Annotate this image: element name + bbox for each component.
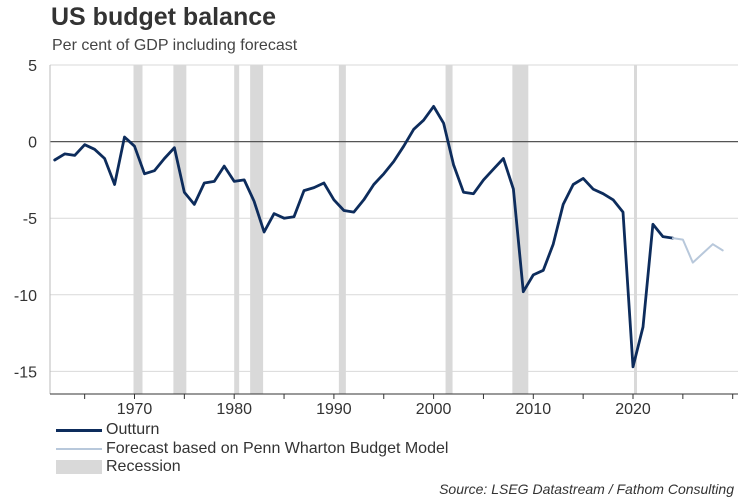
gridlines	[50, 64, 738, 372]
legend: Outturn Forecast based on Penn Wharton B…	[56, 421, 448, 477]
recession-band	[234, 65, 240, 394]
axes: 5 0 -5 -10 -15 1970 1980 1990 2000 2010 2020	[14, 58, 738, 418]
recession-band	[173, 65, 187, 394]
x-tick-label: 1990	[316, 401, 352, 418]
recession-bands	[133, 65, 637, 394]
recession-band	[338, 65, 346, 394]
chart-title: US budget balance	[51, 3, 277, 31]
x-tick-label: 1970	[117, 401, 153, 418]
source-note: Source: LSEG Datastream / Fathom Consult…	[439, 481, 734, 497]
y-tick-label: -10	[14, 288, 37, 305]
outturn-line	[53, 105, 675, 369]
x-tick-label: 2010	[516, 401, 552, 418]
y-tick-label: 5	[28, 58, 37, 75]
legend-item-outturn: Outturn	[56, 421, 448, 440]
y-tick-label: -5	[23, 211, 37, 228]
x-tick-label: 2020	[615, 401, 651, 418]
recession-band	[633, 65, 637, 394]
y-tick-label: -15	[14, 364, 37, 381]
recession-swatch	[56, 460, 102, 475]
legend-label-outturn: Outturn	[106, 421, 160, 439]
recession-band	[512, 65, 529, 394]
y-tick-label: 0	[28, 135, 37, 152]
forecast-line	[671, 237, 724, 264]
forecast-swatch	[56, 447, 102, 450]
recession-band	[445, 65, 453, 394]
legend-item-forecast: Forecast based on Penn Wharton Budget Mo…	[56, 440, 448, 459]
legend-label-recession: Recession	[106, 458, 181, 476]
recession-band	[133, 65, 143, 394]
outturn-swatch	[56, 428, 102, 432]
budget-balance-chart: 5 0 -5 -10 -15 1970 1980 1990 2000 2010 2020	[14, 58, 738, 418]
recession-band	[250, 65, 264, 394]
x-tick-label: 2000	[416, 401, 452, 418]
legend-item-recession: Recession	[56, 458, 448, 477]
x-tick-label: 1980	[216, 401, 252, 418]
chart-subtitle: Per cent of GDP including forecast	[52, 37, 298, 54]
series-lines	[53, 105, 724, 369]
legend-label-forecast: Forecast based on Penn Wharton Budget Mo…	[106, 439, 449, 457]
